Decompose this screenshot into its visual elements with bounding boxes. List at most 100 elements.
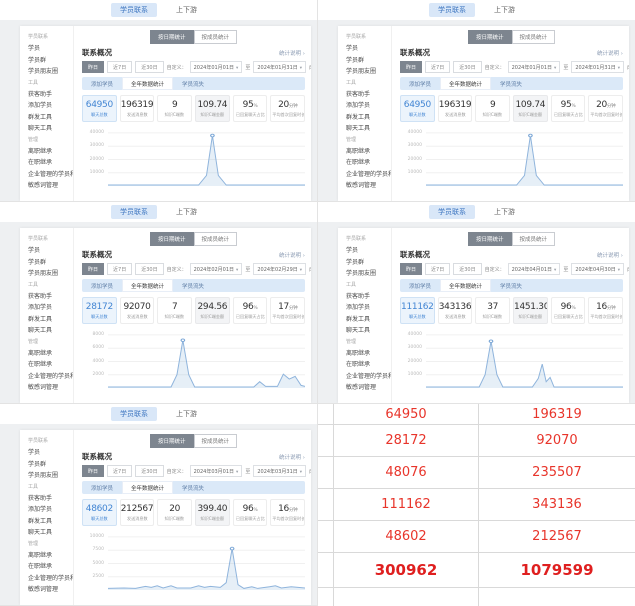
stat-card-1[interactable]: 212567 发送消息数 bbox=[119, 499, 155, 526]
sidebar-item[interactable]: 聊天工具 bbox=[28, 327, 53, 334]
stat-card-4[interactable]: 96% 已回复聊天占比 bbox=[232, 297, 268, 324]
date-from-select[interactable]: 2024年04月01日 ▾ bbox=[507, 263, 561, 275]
stat-card-4[interactable]: 96% 已回复聊天占比 bbox=[550, 297, 586, 324]
sidebar-item[interactable]: 离职继承 bbox=[346, 349, 371, 357]
stat-card-0[interactable]: 111162 聊天总数 bbox=[400, 297, 435, 324]
sidebar-item[interactable]: 获客助手 bbox=[28, 494, 53, 502]
top-tab-updown[interactable]: 上下游 bbox=[494, 208, 515, 216]
top-tab-student-contact[interactable]: 学员联系 bbox=[111, 3, 157, 17]
by-member-button[interactable]: 按成员统计 bbox=[193, 434, 238, 448]
date-from-select[interactable]: 2024年02月01日 ▾ bbox=[189, 263, 243, 275]
sub-tab[interactable]: 添加学员 bbox=[91, 485, 114, 492]
sidebar-item[interactable]: 敏感词管理 bbox=[346, 182, 377, 189]
stat-card-2[interactable]: 9 知识C端数 bbox=[475, 95, 511, 122]
sidebar-item[interactable]: 企业管理的学员和群 bbox=[346, 372, 391, 380]
sidebar-item[interactable]: 群发工具 bbox=[28, 517, 53, 525]
range-button[interactable]: 近7日 bbox=[425, 61, 451, 73]
sidebar-item[interactable]: 学员群 bbox=[346, 56, 365, 64]
top-tab-student-contact[interactable]: 学员联系 bbox=[429, 205, 475, 219]
date-to-select[interactable]: 2024年03月31日 ▾ bbox=[253, 465, 307, 477]
by-member-button[interactable]: 按成员统计 bbox=[193, 232, 238, 246]
top-tab-student-contact[interactable]: 学员联系 bbox=[111, 205, 157, 219]
by-date-button[interactable]: 按日期统计 bbox=[149, 434, 194, 448]
sidebar-item[interactable]: 在职继承 bbox=[28, 563, 53, 570]
top-tab-updown[interactable]: 上下游 bbox=[176, 6, 197, 14]
stat-card-1[interactable]: 196319 发送消息数 bbox=[119, 95, 155, 122]
sidebar-item[interactable]: 添加学员 bbox=[346, 304, 371, 311]
sidebar-item[interactable]: 添加学员 bbox=[28, 506, 53, 513]
sub-tab[interactable]: 学员流失 bbox=[182, 283, 205, 290]
sub-tab[interactable]: 添加学员 bbox=[409, 283, 432, 290]
sidebar-item[interactable]: 聊天工具 bbox=[346, 125, 371, 132]
top-tab-student-contact[interactable]: 学员联系 bbox=[429, 3, 475, 17]
range-button[interactable]: 近7日 bbox=[107, 263, 133, 275]
sidebar-item[interactable]: 离职继承 bbox=[28, 349, 53, 357]
sidebar-item[interactable]: 企业管理的学员和群 bbox=[28, 170, 73, 178]
sub-tab[interactable]: 学员流失 bbox=[182, 485, 205, 492]
stat-card-3[interactable]: 109.74 知识C端金额 bbox=[513, 95, 548, 122]
sidebar-item[interactable]: 在职继承 bbox=[346, 159, 371, 166]
sidebar-item[interactable]: 群发工具 bbox=[28, 113, 53, 121]
sub-tab[interactable]: 学员流失 bbox=[500, 81, 523, 88]
date-from-select[interactable]: 2024年01月01日 ▾ bbox=[189, 61, 243, 73]
sidebar-item[interactable]: 群发工具 bbox=[346, 315, 371, 323]
range-button[interactable]: 近30日 bbox=[453, 263, 482, 275]
sidebar-item[interactable]: 群发工具 bbox=[28, 315, 53, 323]
top-tab-updown[interactable]: 上下游 bbox=[176, 410, 197, 418]
stat-card-4[interactable]: 95% 已回复聊天占比 bbox=[232, 95, 268, 122]
sub-tab[interactable]: 添加学员 bbox=[91, 81, 114, 88]
stat-card-5[interactable]: 16分钟 平均首次回复时长 bbox=[270, 499, 306, 526]
sidebar-item[interactable]: 学员 bbox=[28, 45, 41, 52]
sidebar-item[interactable]: 学员 bbox=[346, 247, 359, 254]
stat-card-2[interactable]: 9 知识C端数 bbox=[157, 95, 193, 122]
stat-help-link[interactable]: 统计说明 › bbox=[279, 252, 305, 259]
sidebar-item[interactable]: 在职继承 bbox=[28, 361, 53, 368]
top-tab-updown[interactable]: 上下游 bbox=[494, 6, 515, 14]
sidebar-item[interactable]: 离职继承 bbox=[28, 147, 53, 155]
sidebar-item[interactable]: 离职继承 bbox=[346, 147, 371, 155]
stat-card-2[interactable]: 7 知识C端数 bbox=[157, 297, 193, 324]
stat-card-1[interactable]: 92070 发送消息数 bbox=[119, 297, 155, 324]
by-member-button[interactable]: 按成员统计 bbox=[511, 232, 556, 246]
date-from-select[interactable]: 2024年01月01日 ▾ bbox=[507, 61, 561, 73]
stat-card-2[interactable]: 20 知识C端数 bbox=[157, 499, 193, 526]
sidebar-item[interactable]: 群发工具 bbox=[346, 113, 371, 121]
sub-tab[interactable]: 全年数据统计 bbox=[440, 279, 492, 292]
stat-card-0[interactable]: 28172 聊天总数 bbox=[82, 297, 117, 324]
stat-card-5[interactable]: 20分钟 平均首次回复时长 bbox=[270, 95, 306, 122]
range-button[interactable]: 近7日 bbox=[107, 465, 133, 477]
stat-card-1[interactable]: 196319 发送消息数 bbox=[437, 95, 473, 122]
sidebar-item[interactable]: 获客助手 bbox=[28, 90, 53, 98]
sidebar-item[interactable]: 敏感词管理 bbox=[346, 384, 377, 391]
sub-tab[interactable]: 全年数据统计 bbox=[122, 77, 174, 90]
by-date-button[interactable]: 按日期统计 bbox=[467, 30, 512, 44]
sidebar-item[interactable]: 学员 bbox=[28, 449, 41, 456]
range-button[interactable]: 昨日 bbox=[400, 61, 423, 73]
stat-help-link[interactable]: 统计说明 › bbox=[597, 50, 623, 57]
stat-card-3[interactable]: 399.40 知识C端金额 bbox=[195, 499, 230, 526]
sub-tab[interactable]: 全年数据统计 bbox=[122, 279, 174, 292]
range-button[interactable]: 近30日 bbox=[135, 263, 164, 275]
stat-card-5[interactable]: 20分钟 平均首次回复时长 bbox=[588, 95, 624, 122]
date-to-select[interactable]: 2024年01月31日 ▾ bbox=[253, 61, 307, 73]
by-date-button[interactable]: 按日期统计 bbox=[467, 232, 512, 246]
stat-help-link[interactable]: 统计说明 › bbox=[279, 454, 305, 461]
sidebar-item[interactable]: 敏感词管理 bbox=[28, 182, 59, 189]
sidebar-item[interactable]: 聊天工具 bbox=[346, 327, 371, 334]
range-button[interactable]: 昨日 bbox=[82, 263, 105, 275]
sidebar-item[interactable]: 学员朋友圈 bbox=[28, 68, 59, 75]
sidebar-item[interactable]: 敏感词管理 bbox=[28, 384, 59, 391]
stat-card-3[interactable]: 1451.30 知识C端金额 bbox=[513, 297, 548, 324]
stat-card-0[interactable]: 64950 聊天总数 bbox=[400, 95, 435, 122]
sidebar-item[interactable]: 企业管理的学员和群 bbox=[28, 372, 73, 380]
sidebar-item[interactable]: 获客助手 bbox=[346, 292, 371, 300]
sidebar-item[interactable]: 离职继承 bbox=[28, 551, 53, 559]
sidebar-item[interactable]: 添加学员 bbox=[28, 304, 53, 311]
sidebar-item[interactable]: 学员朋友圈 bbox=[28, 270, 59, 277]
top-tab-student-contact[interactable]: 学员联系 bbox=[111, 407, 157, 421]
by-member-button[interactable]: 按成员统计 bbox=[193, 30, 238, 44]
stat-help-link[interactable]: 统计说明 › bbox=[279, 50, 305, 57]
stat-card-0[interactable]: 64950 聊天总数 bbox=[82, 95, 117, 122]
sidebar-item[interactable]: 学员朋友圈 bbox=[346, 270, 377, 277]
sub-tab[interactable]: 全年数据统计 bbox=[440, 77, 492, 90]
